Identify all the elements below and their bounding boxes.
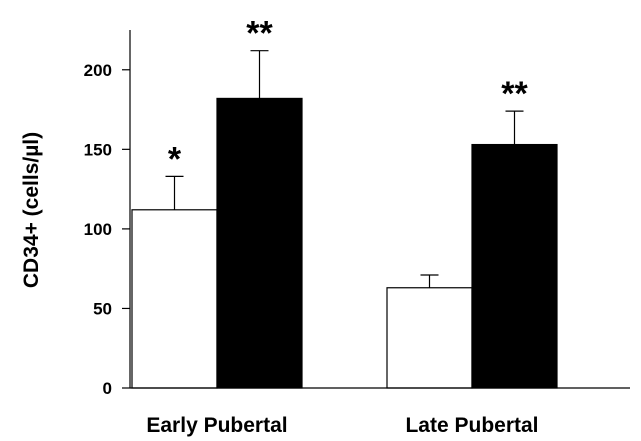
significance-mark: **: [246, 15, 273, 53]
bar: [216, 97, 303, 389]
y-axis-label: CD34+ (cells/µl): [20, 132, 43, 288]
bar: [131, 209, 218, 389]
significance-annotations: *****: [168, 15, 529, 179]
bar: [471, 143, 558, 389]
y-tick-label: 50: [93, 299, 112, 318]
y-axis: 0 50 100 150 200: [84, 61, 130, 398]
y-tick-label: 100: [84, 220, 112, 239]
x-category-label: Late Pubertal: [405, 414, 538, 437]
significance-mark: **: [501, 75, 528, 113]
bars-group: [131, 97, 558, 389]
y-tick-label: 200: [84, 61, 112, 80]
error-bars-group: [165, 50, 524, 288]
x-axis-categories: Early Pubertal Late Pubertal: [146, 414, 538, 437]
bar: [386, 287, 473, 389]
x-category-label: Early Pubertal: [146, 414, 287, 437]
significance-mark: *: [168, 140, 182, 178]
y-tick-label: 0: [103, 379, 112, 398]
y-tick-label: 150: [84, 140, 112, 159]
